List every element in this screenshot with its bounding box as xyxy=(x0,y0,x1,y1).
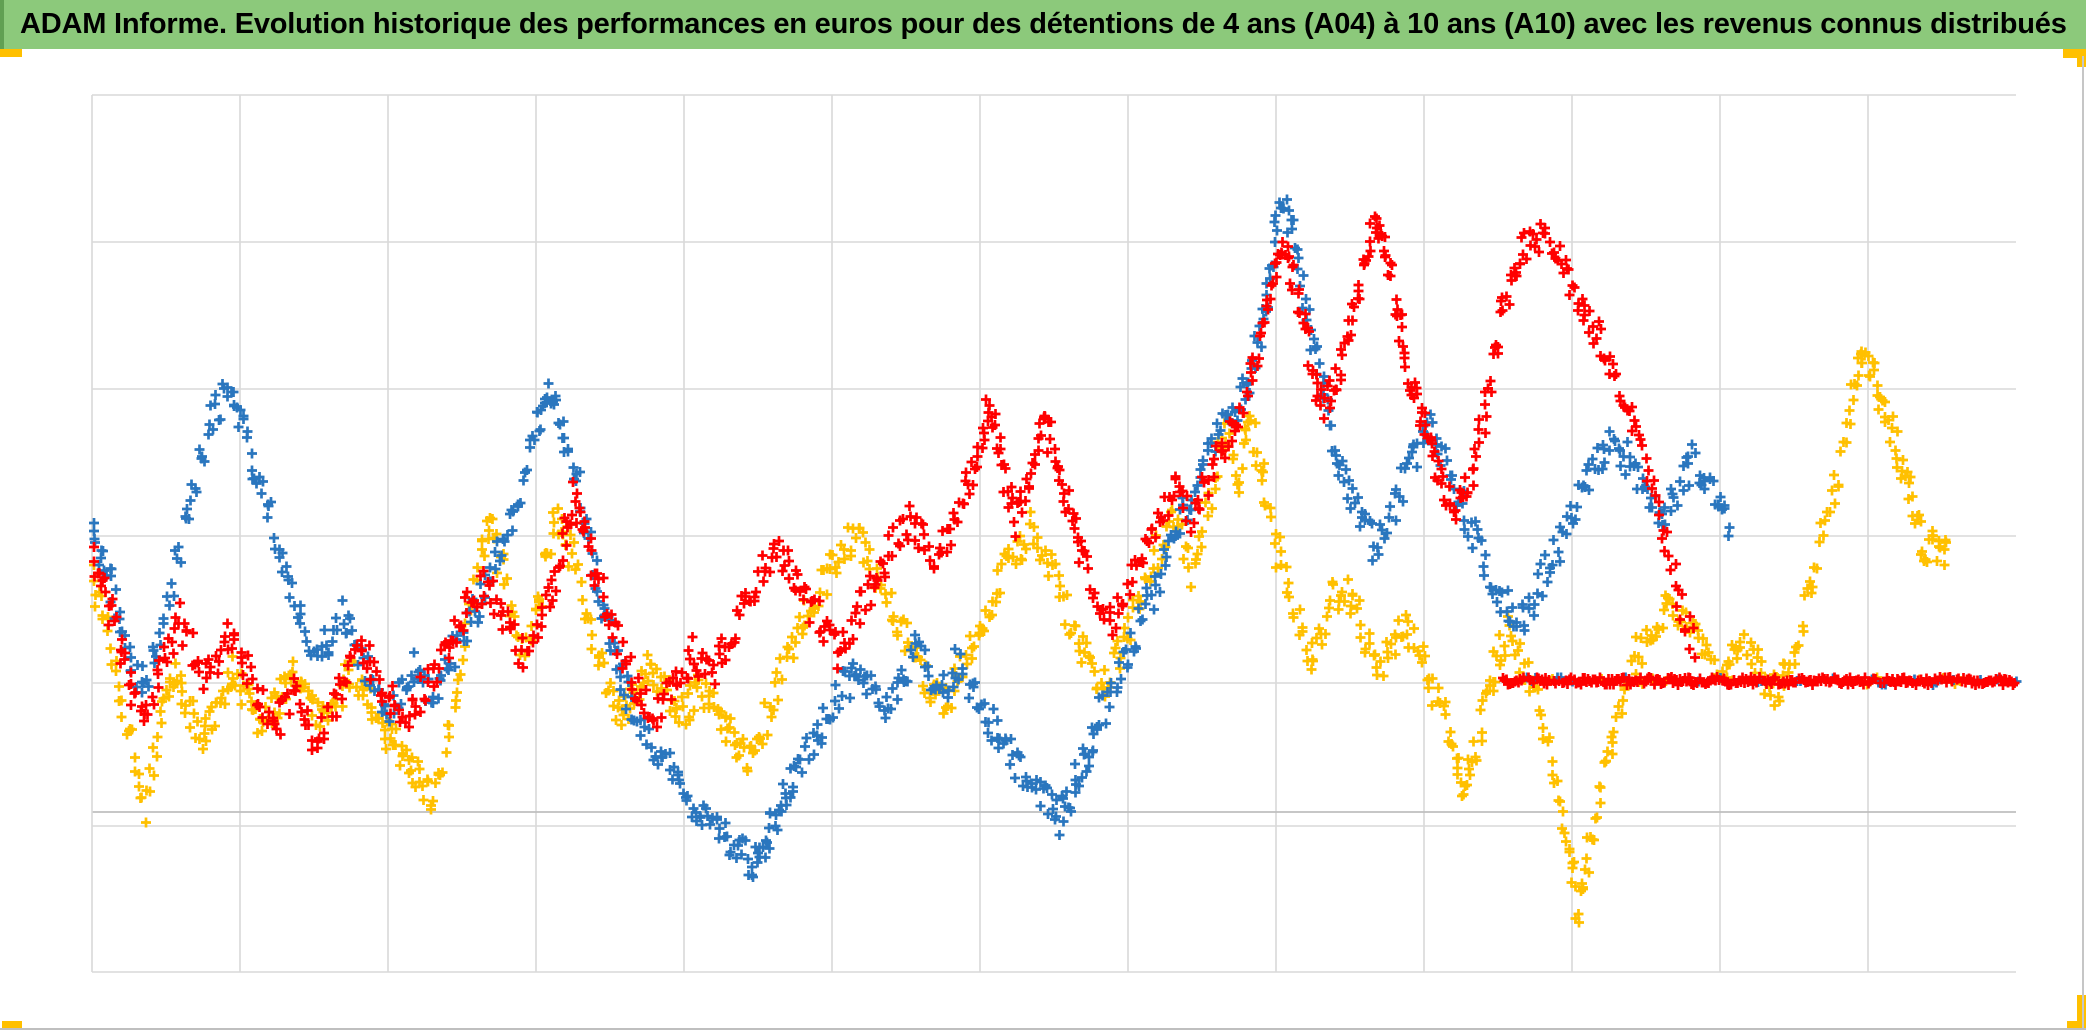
series-B-red xyxy=(89,211,2020,755)
page-title: ADAM Informe. Evolution historique des p… xyxy=(20,8,2067,40)
accent-bottom-left xyxy=(2,1021,22,1029)
scatter-chart xyxy=(0,49,2086,1031)
accent-bottom-right-foot xyxy=(2067,1021,2086,1029)
gridlines xyxy=(91,94,2016,973)
accent-top-left xyxy=(0,49,22,57)
chart-outer-right-border xyxy=(2082,56,2084,1029)
series-A-blue xyxy=(89,194,2022,882)
title-bar-left-edge xyxy=(0,0,4,49)
accent-bottom-right-bar xyxy=(2077,995,2086,1029)
title-bar: ADAM Informe. Evolution historique des p… xyxy=(0,0,2086,49)
accent-top-right-bar xyxy=(2063,49,2086,58)
accent-top-right-stub xyxy=(2077,49,2086,67)
scatter-chart-svg xyxy=(89,94,2022,973)
series-C-yellow xyxy=(89,346,1966,928)
slide-bottom-rule xyxy=(0,1028,2086,1030)
